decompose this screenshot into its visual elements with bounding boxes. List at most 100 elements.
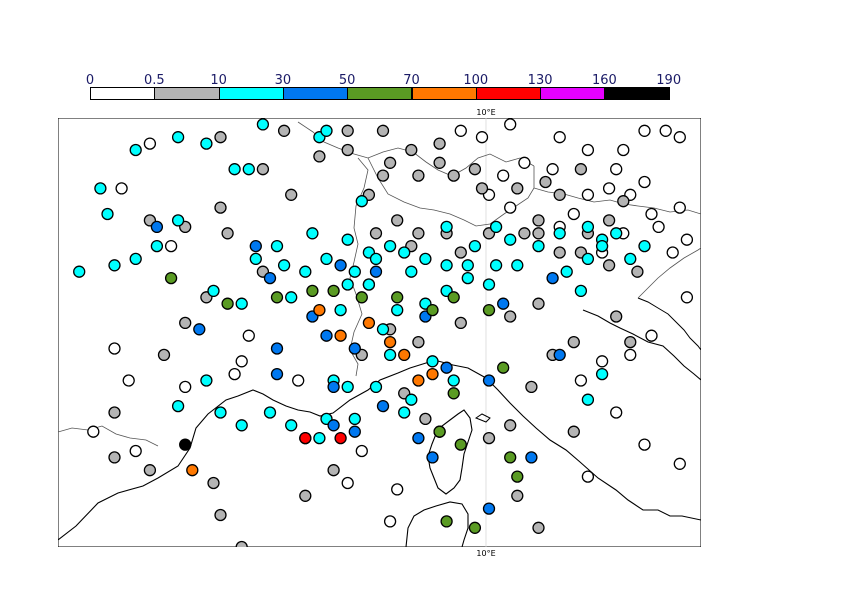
- station-marker: [179, 438, 192, 451]
- station-marker: [489, 220, 503, 234]
- station-marker: [504, 233, 517, 246]
- station-marker: [567, 425, 580, 438]
- station-marker: [362, 316, 376, 330]
- station-marker: [504, 201, 517, 214]
- station-marker: [327, 380, 340, 394]
- station-marker: [426, 355, 439, 368]
- station-marker: [108, 259, 121, 272]
- station-marker: [313, 150, 326, 163]
- station-marker: [179, 380, 192, 394]
- station-marker: [143, 137, 157, 150]
- station-marker: [242, 329, 255, 342]
- station-marker: [270, 291, 284, 304]
- legend-label: 160: [591, 73, 617, 88]
- station-marker: [186, 464, 199, 477]
- station-marker: [171, 131, 185, 144]
- station-marker: [419, 252, 432, 266]
- station-marker: [221, 227, 234, 240]
- station-marker: [454, 438, 467, 451]
- legend-color-box: [218, 87, 284, 100]
- station-marker: [461, 259, 474, 272]
- station-marker: [659, 124, 672, 137]
- station-marker: [376, 323, 390, 336]
- coastline-corsica: [427, 409, 473, 495]
- station-marker: [391, 483, 404, 496]
- station-marker: [511, 182, 524, 195]
- station-marker: [214, 406, 227, 419]
- station-marker: [581, 220, 595, 234]
- station-marker: [504, 310, 517, 323]
- station-marker: [617, 195, 630, 208]
- station-marker: [680, 291, 694, 304]
- station-marker: [383, 335, 397, 349]
- station-marker: [631, 265, 644, 278]
- station-marker: [157, 348, 171, 362]
- station-marker: [214, 508, 227, 522]
- station-marker: [108, 342, 121, 355]
- station-marker: [482, 502, 496, 515]
- station-marker: [249, 239, 262, 253]
- station-marker: [405, 143, 418, 157]
- station-marker: [299, 431, 312, 445]
- station-marker: [426, 451, 439, 464]
- station-marker: [362, 278, 376, 291]
- coastline-sardinia: [405, 501, 469, 547]
- station-marker: [391, 291, 404, 304]
- station-marker: [532, 214, 545, 227]
- station-marker: [447, 387, 460, 400]
- station-marker: [129, 444, 142, 458]
- station-marker: [624, 335, 637, 349]
- station-marker: [617, 143, 630, 157]
- station-marker: [334, 303, 347, 317]
- station-marker: [581, 143, 595, 157]
- legend-color-box: [540, 87, 606, 100]
- station-marker: [638, 124, 651, 137]
- coastline-istria: [637, 297, 701, 351]
- station-marker: [341, 476, 354, 490]
- station-marker: [306, 284, 319, 298]
- station-marker: [270, 342, 284, 355]
- station-marker: [249, 252, 262, 266]
- station-marker: [504, 419, 517, 432]
- station-marker: [426, 303, 439, 317]
- station-marker: [574, 374, 588, 387]
- station-marker: [369, 380, 383, 394]
- station-marker: [497, 361, 510, 374]
- station-marker: [207, 284, 220, 298]
- station-marker: [602, 214, 616, 227]
- station-marker: [164, 271, 178, 285]
- station-marker: [193, 323, 206, 336]
- station-marker: [348, 425, 361, 438]
- station-marker: [624, 348, 637, 362]
- station-marker: [532, 227, 545, 240]
- station-marker: [610, 163, 623, 176]
- station-marker: [355, 444, 368, 458]
- legend-label: 50: [338, 73, 356, 88]
- station-marker: [638, 175, 651, 189]
- station-marker: [129, 252, 142, 266]
- station-marker: [348, 412, 361, 426]
- station-marker: [369, 265, 383, 278]
- station-marker: [581, 188, 595, 201]
- station-marker: [680, 233, 694, 246]
- station-marker: [327, 284, 340, 298]
- station-marker: [482, 374, 496, 387]
- station-marker: [313, 303, 326, 317]
- station-marker: [610, 406, 623, 419]
- station-marker: [285, 188, 298, 201]
- station-marker: [433, 137, 446, 150]
- station-marker: [652, 220, 665, 234]
- map-canvas: [58, 118, 701, 547]
- legend-label: 0: [85, 73, 95, 88]
- station-marker: [497, 169, 510, 182]
- station-marker: [412, 169, 425, 182]
- legend-color-box: [90, 87, 156, 100]
- station-marker: [320, 124, 333, 137]
- station-marker: [256, 163, 270, 176]
- station-marker: [532, 521, 545, 534]
- station-marker: [341, 380, 354, 394]
- station-marker: [440, 220, 453, 234]
- station-marker: [214, 201, 227, 214]
- station-marker: [468, 163, 482, 176]
- station-marker: [602, 259, 616, 272]
